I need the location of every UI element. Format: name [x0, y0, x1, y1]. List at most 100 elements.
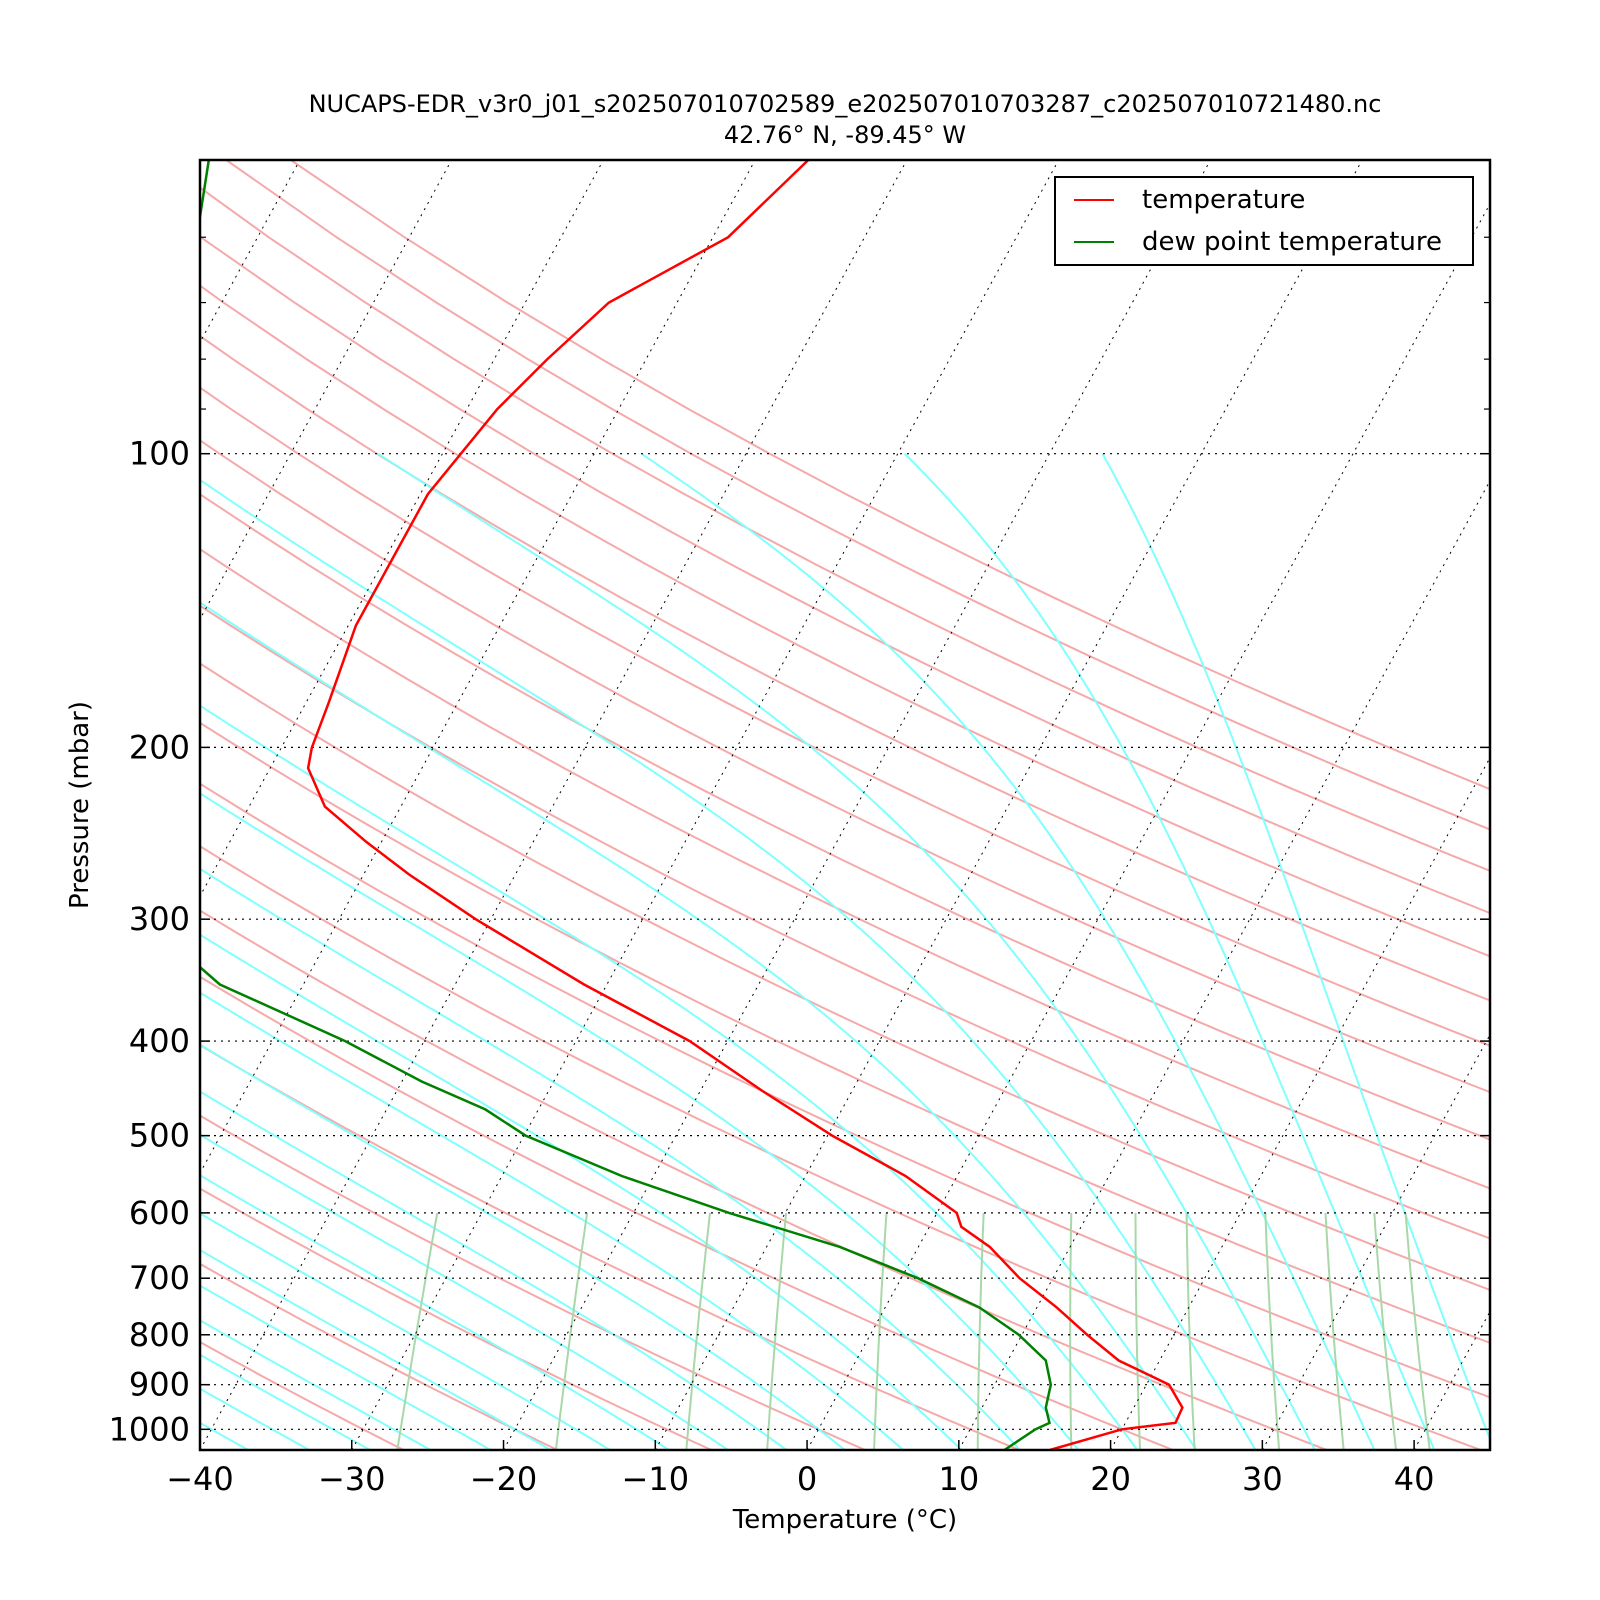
x-tick-label: 20: [1090, 1460, 1131, 1498]
x-tick-labels: −40 −30 −20 −10 0 10 20 30 40: [166, 1460, 1434, 1498]
mixing-ratio-line: [873, 1212, 888, 1450]
isotherm-gridline: [351, 160, 1060, 1450]
moist-adiabat: [200, 991, 904, 1450]
isotherm-gridline: [1110, 756, 1490, 1450]
mixing-ratio-line: [1404, 1212, 1431, 1450]
x-tick-label: −20: [470, 1460, 538, 1498]
moist-adiabat: [200, 1248, 552, 1450]
moist-adiabat: [377, 452, 1316, 1450]
y-tick-labels: 100 200 300 400 500 600 700 800 900 1000: [109, 435, 190, 1449]
mixing-ratio-line: [685, 1212, 711, 1450]
mixing-ratio-line: [976, 1212, 985, 1450]
moist-adiabat: [200, 1212, 611, 1450]
moist-adiabat: [200, 1090, 788, 1450]
moist-adiabat: [200, 867, 1021, 1450]
dry-adiabat: [200, 493, 1490, 1141]
isotherm-gridline: [1413, 1310, 1490, 1450]
y-tick-label: 1000: [109, 1410, 190, 1448]
moist-adiabat: [200, 1133, 729, 1450]
chart-subtitle: 42.76° N, -89.45° W: [723, 121, 967, 149]
y-axis-label: Pressure (mbar): [65, 701, 95, 909]
legend-label-dewpoint: dew point temperature: [1142, 227, 1443, 257]
x-tick-label: −40: [166, 1460, 234, 1498]
dry-adiabat: [200, 284, 1490, 958]
moist-adiabat: [200, 601, 1198, 1450]
dry-adiabat: [200, 439, 1490, 1094]
dry-adiabat: [200, 1043, 1020, 1450]
y-tick-label: 400: [129, 1022, 190, 1060]
moist-adiabat: [200, 1421, 249, 1450]
moist-adiabat: [200, 1284, 492, 1450]
moist-adiabat: [200, 704, 1139, 1450]
legend-item-dewpoint: dew point temperature: [1056, 222, 1472, 262]
moist-adiabat: [200, 1043, 846, 1450]
moist-adiabat: [200, 792, 1080, 1450]
isotherm-gridline: [806, 202, 1490, 1450]
legend: temperature dew point temperature: [1054, 176, 1474, 266]
dry-adiabat: [200, 604, 1490, 1240]
isotherm-gridline: [200, 160, 604, 898]
moist-adiabat: [903, 452, 1436, 1450]
moist-adiabat: [200, 933, 963, 1450]
y-tick-label: 300: [129, 900, 190, 938]
y-tick-label: 900: [129, 1366, 190, 1404]
isotherm-gridline: [1566, 160, 1600, 1450]
dry-adiabat: [200, 186, 1490, 872]
moist-adiabat: [200, 1319, 431, 1450]
chart-title: NUCAPS-EDR_v3r0_j01_s202507010702589_e20…: [308, 90, 1382, 118]
x-tick-label: −10: [622, 1460, 690, 1498]
isotherm-gridline: [654, 160, 1363, 1450]
legend-swatch-temperature: [1074, 199, 1114, 201]
mixing-ratio-line: [1185, 1212, 1196, 1450]
series-lines: [200, 160, 1184, 1450]
legend-item-temperature: temperature: [1056, 180, 1472, 220]
isotherm-gridline: [200, 160, 453, 621]
dry-adiabat: [200, 235, 1490, 915]
moist-adiabat: [200, 1353, 371, 1450]
dry-adiabat: [200, 909, 1328, 1450]
mixing-ratio-line: [554, 1212, 589, 1450]
moist-adiabat: [200, 1174, 670, 1450]
isotherm-gridline: [200, 160, 756, 1175]
isotherm-gridline: [503, 160, 1211, 1450]
dry-adiabat: [200, 721, 1490, 1344]
x-tick-label: 30: [1242, 1460, 1283, 1498]
dry-adiabat: [200, 975, 1174, 1450]
dry-adiabat: [200, 547, 1490, 1190]
mixing-ratio-line: [1264, 1212, 1281, 1450]
y-tick-label: 100: [129, 435, 190, 473]
dry-adiabat: [200, 662, 1490, 1291]
tick-marks: [199, 159, 1490, 1450]
dry-adiabat: [200, 845, 1482, 1450]
isotherm-gridline: [958, 479, 1490, 1450]
legend-swatch-dewpoint: [1074, 241, 1114, 243]
mixing-ratio-line: [396, 1212, 439, 1450]
plot-frame: [198, 158, 1492, 1452]
mixing-ratio-line: [1134, 1212, 1141, 1450]
dry-adiabat: [200, 334, 1490, 1002]
y-tick-label: 600: [129, 1194, 190, 1232]
x-tick-label: 40: [1394, 1460, 1435, 1498]
x-tick-label: 0: [797, 1460, 817, 1498]
moist-adiabat: [1101, 453, 1490, 1442]
dry-adiabat: [200, 1340, 405, 1450]
legend-label-temperature: temperature: [1142, 185, 1306, 215]
isotherm-gridline: [1261, 1033, 1490, 1450]
mixing-ratio-line: [766, 1212, 788, 1450]
isotherm-gridline: [200, 160, 908, 1450]
dry-adiabat: [200, 386, 1490, 1047]
moist-adiabat: [200, 478, 1257, 1450]
isotherm-gridline: [200, 160, 301, 344]
dry-adiabat: [200, 782, 1490, 1399]
temperature-line: [306, 160, 1184, 1450]
moist-adiabat: [640, 452, 1376, 1450]
y-tick-label: 700: [129, 1259, 190, 1297]
mixing-ratio-line: [1324, 1212, 1345, 1450]
y-tick-label: 500: [129, 1117, 190, 1155]
x-tick-label: 10: [938, 1460, 979, 1498]
dry-adiabat: [290, 160, 1490, 791]
dewpoint-line: [200, 160, 1053, 1450]
x-tick-label: −30: [318, 1460, 386, 1498]
dry-adiabat: [200, 1187, 712, 1450]
